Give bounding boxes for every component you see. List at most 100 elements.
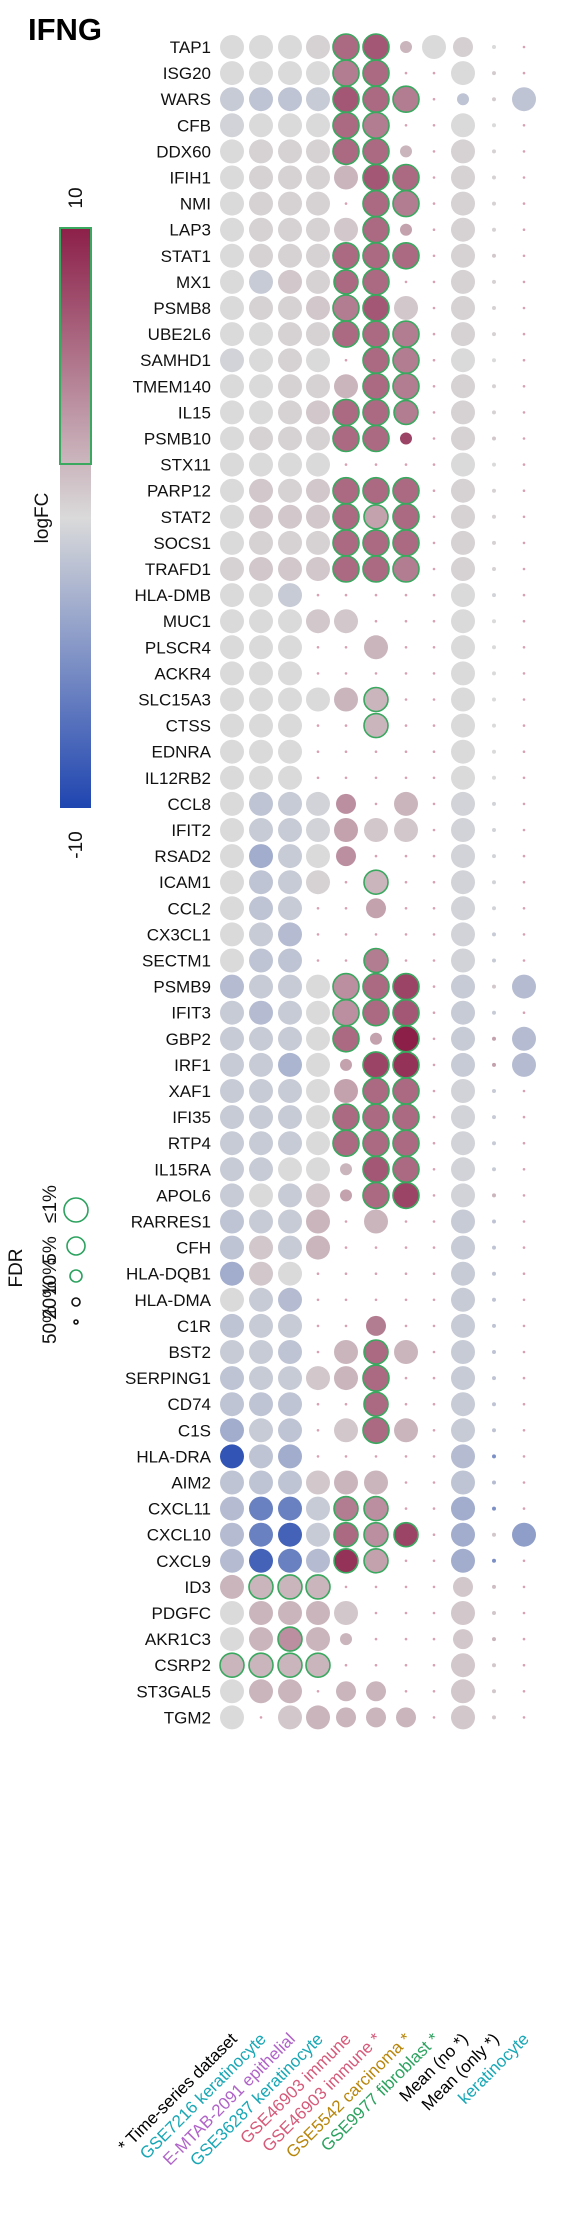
- dot: [392, 1025, 420, 1053]
- dot: [334, 609, 358, 634]
- row-labels: TAP1 ISG20 WARS CFB DDX60 IFIH1 NMI LAP3 STAT1 MX…: [125, 38, 212, 1727]
- dot: [278, 1418, 302, 1443]
- dot: [522, 776, 526, 780]
- dot: [451, 400, 475, 425]
- dot: [374, 1663, 378, 1667]
- dot: [492, 1506, 496, 1511]
- row-label: LAP3: [169, 221, 211, 240]
- dot: [249, 1496, 273, 1521]
- dot: [306, 530, 330, 555]
- dot: [432, 828, 436, 832]
- dot: [306, 296, 330, 320]
- dot: [492, 984, 496, 989]
- dot: [492, 488, 496, 493]
- dot: [278, 322, 302, 347]
- colorbar-label: logFC: [32, 493, 53, 544]
- dot: [249, 348, 273, 373]
- dot: [362, 346, 390, 375]
- dot: [249, 1026, 273, 1051]
- dot: [278, 1131, 302, 1156]
- dot: [278, 530, 302, 555]
- dot: [394, 818, 418, 842]
- row-label: CX3CL1: [147, 925, 211, 944]
- dot: [306, 1601, 330, 1625]
- dot: [432, 1690, 436, 1693]
- dot: [249, 1366, 273, 1391]
- row-label: MX1: [176, 273, 211, 292]
- dot: [220, 269, 244, 294]
- dot: [278, 1157, 302, 1182]
- dot: [334, 687, 358, 712]
- dot: [306, 844, 330, 869]
- dot: [432, 1115, 436, 1119]
- dot: [306, 1000, 330, 1025]
- dot: [432, 1507, 436, 1510]
- dot: [404, 1507, 408, 1510]
- dot: [362, 529, 390, 557]
- dot: [432, 254, 436, 258]
- dot: [492, 1376, 496, 1381]
- dot: [249, 35, 273, 59]
- dot: [316, 1324, 320, 1328]
- dot: [451, 504, 475, 529]
- dot: [249, 1679, 273, 1704]
- dot: [306, 61, 330, 86]
- dot: [305, 1574, 331, 1600]
- dot: [332, 59, 360, 87]
- dot: [278, 400, 302, 425]
- dot: [432, 1611, 436, 1615]
- dot: [492, 1715, 496, 1720]
- dot: [492, 1141, 496, 1146]
- dot: [492, 1454, 496, 1459]
- size-legend-entry: 20%: [40, 1281, 61, 1319]
- dot: [392, 1077, 420, 1105]
- dot: [306, 791, 330, 816]
- chart-title: IFNG: [28, 12, 102, 47]
- dot: [432, 1350, 436, 1354]
- dot: [220, 1261, 244, 1286]
- dot: [344, 1298, 348, 1302]
- dot: [363, 1339, 389, 1365]
- dot: [432, 698, 436, 701]
- dot: [220, 1418, 244, 1443]
- dot: [492, 1036, 496, 1041]
- dot: [278, 739, 302, 764]
- dot: [362, 1416, 390, 1445]
- row-label: CSRP2: [154, 1656, 211, 1675]
- dot: [522, 489, 526, 493]
- dot: [432, 358, 436, 362]
- dot: [404, 1298, 408, 1302]
- dot: [400, 432, 412, 445]
- dot: [306, 557, 330, 581]
- dot: [404, 646, 408, 649]
- dot: [432, 1246, 436, 1249]
- dot: [432, 515, 436, 519]
- dot: [404, 1324, 408, 1328]
- dot: [451, 713, 475, 738]
- dot: [278, 243, 302, 268]
- dot: [374, 1611, 378, 1615]
- dot: [277, 1626, 303, 1652]
- dot: [451, 791, 475, 816]
- dot: [220, 139, 244, 164]
- dot: [344, 724, 348, 727]
- size-legend-circle: [73, 1319, 79, 1325]
- dot: [278, 61, 302, 86]
- dot: [404, 959, 408, 962]
- dot: [316, 1272, 320, 1275]
- color-legend: 10 -10 logFC: [32, 187, 92, 859]
- dot: [306, 348, 330, 373]
- dot: [374, 463, 378, 466]
- dot: [451, 113, 475, 138]
- row-label: ACKR4: [154, 664, 211, 683]
- dot: [522, 1455, 526, 1458]
- dot: [220, 765, 244, 790]
- dot: [220, 1705, 244, 1730]
- dot: [220, 1183, 244, 1208]
- dot: [277, 1652, 303, 1678]
- dot: [249, 165, 273, 190]
- dot: [306, 1183, 330, 1208]
- row-label: ST3GAL5: [136, 1682, 211, 1701]
- row-label: ICAM1: [159, 873, 211, 892]
- dot: [220, 1340, 244, 1364]
